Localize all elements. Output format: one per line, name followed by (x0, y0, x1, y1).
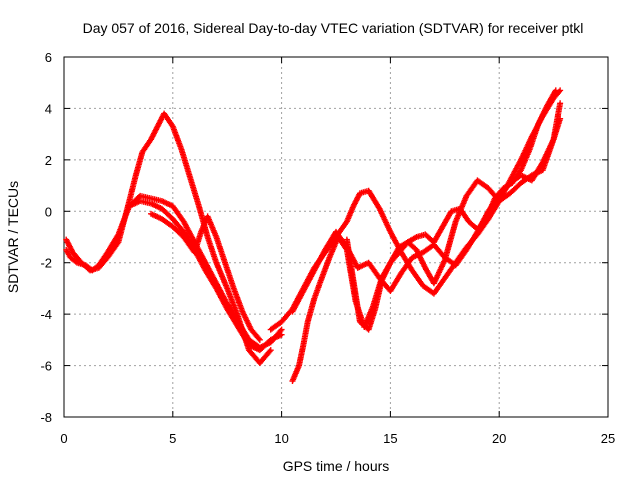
plot-frame (63, 56, 609, 418)
chart-title: Day 057 of 2016, Sidereal Day-to-day VTE… (83, 20, 584, 36)
y-tick-labels: 6 4 2 0 -2 -4 -6 -8 (40, 50, 52, 425)
x-tick-label: 15 (383, 431, 397, 446)
gridlines (64, 57, 608, 417)
data-point-dense (266, 348, 273, 355)
x-tick-label: 20 (492, 431, 506, 446)
y-tick-label: -8 (40, 410, 52, 425)
y-tick-label: 6 (45, 50, 52, 65)
axis-ticks (63, 56, 609, 418)
y-tick-label: 2 (45, 153, 52, 168)
data-point (557, 100, 564, 107)
x-tick-labels: 0 5 10 15 20 25 (60, 431, 615, 446)
y-tick-label: 4 (45, 101, 52, 116)
data-series-5 (289, 115, 564, 315)
y-axis-label: SDTVAR / TECUs (5, 181, 21, 293)
data-point-dense (255, 335, 262, 342)
y-tick-label: 0 (45, 204, 52, 219)
data-series-7 (343, 87, 559, 333)
y-tick-label: -4 (40, 307, 52, 322)
data-series-3 (148, 210, 263, 343)
x-tick-label: 25 (601, 431, 615, 446)
data-point (267, 347, 274, 354)
data-series-1 (63, 110, 274, 366)
data-series-4 (267, 87, 564, 333)
x-tick-label: 0 (60, 431, 67, 446)
data-points (63, 87, 564, 384)
y-tick-label: -2 (40, 256, 52, 271)
x-axis-label: GPS time / hours (283, 458, 390, 474)
x-tick-label: 10 (274, 431, 288, 446)
data-point (552, 87, 559, 94)
y-tick-label: -6 (40, 359, 52, 374)
data-point-dense (277, 327, 284, 334)
data-point (278, 326, 285, 333)
x-tick-label: 5 (169, 431, 176, 446)
data-point (256, 336, 263, 343)
